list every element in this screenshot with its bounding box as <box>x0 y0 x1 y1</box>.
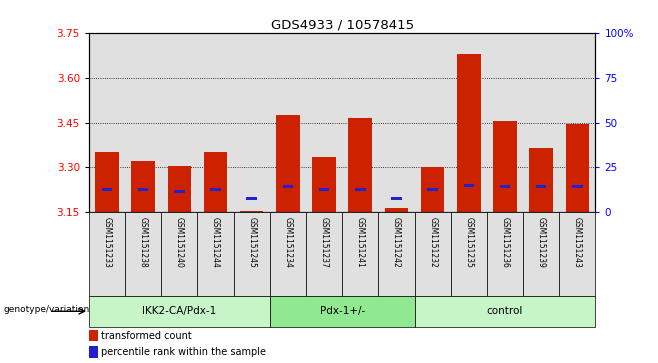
Text: Pdx-1+/-: Pdx-1+/- <box>320 306 365 316</box>
Bar <box>306 33 342 212</box>
Bar <box>415 212 451 296</box>
Bar <box>204 152 227 212</box>
Text: IKK2-CA/Pdx-1: IKK2-CA/Pdx-1 <box>142 306 216 316</box>
Bar <box>132 162 155 212</box>
Text: GSM1151240: GSM1151240 <box>175 216 184 268</box>
Bar <box>385 208 408 212</box>
Bar <box>378 33 415 212</box>
Bar <box>523 33 559 212</box>
Text: percentile rank within the sample: percentile rank within the sample <box>101 347 266 357</box>
Text: transformed count: transformed count <box>101 331 192 341</box>
Bar <box>89 296 270 327</box>
Bar <box>415 296 595 327</box>
Bar <box>559 212 595 296</box>
Bar <box>342 33 378 212</box>
Bar <box>138 188 149 191</box>
Text: GSM1151243: GSM1151243 <box>573 216 582 268</box>
Bar <box>161 33 197 212</box>
Bar <box>494 121 517 212</box>
Bar <box>210 188 221 191</box>
Bar <box>313 157 336 212</box>
Bar <box>101 188 113 191</box>
Bar <box>174 190 185 193</box>
Bar <box>427 188 438 191</box>
Text: GSM1151241: GSM1151241 <box>356 216 365 267</box>
Bar <box>270 296 415 327</box>
Text: GSM1151234: GSM1151234 <box>284 216 292 268</box>
Bar <box>318 188 330 191</box>
Bar <box>421 167 444 212</box>
Bar <box>457 54 480 212</box>
Bar <box>276 115 299 212</box>
Text: GSM1151235: GSM1151235 <box>465 216 473 268</box>
Bar <box>89 33 125 212</box>
Bar <box>125 33 161 212</box>
Bar <box>487 212 523 296</box>
Text: GSM1151245: GSM1151245 <box>247 216 256 268</box>
Bar <box>378 212 415 296</box>
Bar <box>523 212 559 296</box>
Bar <box>197 33 234 212</box>
Text: GSM1151239: GSM1151239 <box>537 216 545 268</box>
Bar <box>234 212 270 296</box>
Text: GSM1151232: GSM1151232 <box>428 216 437 267</box>
Text: GSM1151236: GSM1151236 <box>501 216 509 268</box>
Bar <box>530 148 553 212</box>
Bar <box>161 212 197 296</box>
Bar <box>391 197 402 200</box>
Bar <box>246 197 257 200</box>
Bar <box>415 33 451 212</box>
Bar <box>125 212 161 296</box>
Bar <box>342 212 378 296</box>
Text: GSM1151244: GSM1151244 <box>211 216 220 268</box>
Bar <box>234 33 270 212</box>
Bar <box>197 212 234 296</box>
Text: GSM1151237: GSM1151237 <box>320 216 328 268</box>
Bar <box>559 33 595 212</box>
Text: GSM1151242: GSM1151242 <box>392 216 401 267</box>
Text: genotype/variation: genotype/variation <box>3 305 89 314</box>
Bar <box>349 118 372 212</box>
Bar <box>355 188 366 191</box>
Bar <box>566 124 589 212</box>
Bar <box>270 212 306 296</box>
Bar <box>487 33 523 212</box>
Bar <box>499 185 511 188</box>
Bar <box>306 212 342 296</box>
Bar <box>89 346 98 358</box>
Bar <box>95 152 118 212</box>
Bar <box>282 185 293 188</box>
Bar <box>451 33 487 212</box>
Bar <box>89 212 125 296</box>
Bar <box>168 166 191 212</box>
Text: GSM1151233: GSM1151233 <box>103 216 111 268</box>
Bar <box>463 184 474 187</box>
Bar <box>270 33 306 212</box>
Bar <box>240 211 263 212</box>
Bar <box>89 330 98 341</box>
Text: control: control <box>487 306 523 316</box>
Bar <box>536 185 547 188</box>
Bar <box>451 212 487 296</box>
Title: GDS4933 / 10578415: GDS4933 / 10578415 <box>270 19 414 32</box>
Bar <box>572 185 583 188</box>
Text: GSM1151238: GSM1151238 <box>139 216 147 267</box>
